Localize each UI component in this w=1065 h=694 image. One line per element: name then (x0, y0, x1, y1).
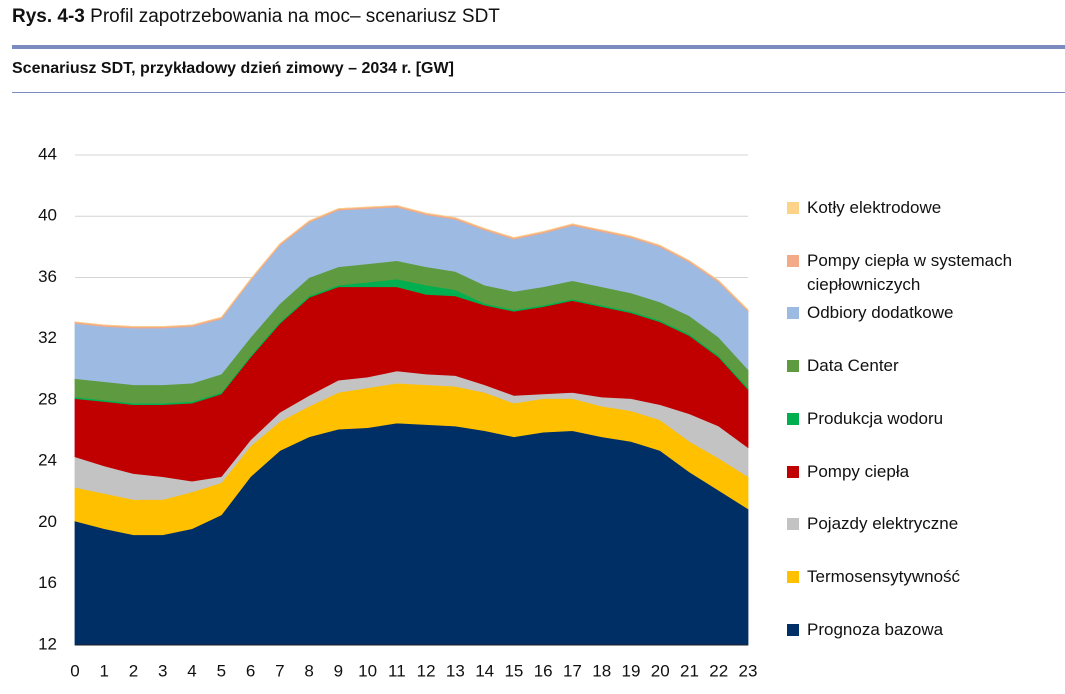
y-tick-label: 32 (38, 328, 57, 347)
rule (12, 92, 1065, 93)
legend-item: Produkcja wodoru (787, 407, 1037, 431)
legend-label: Termosensytywność (807, 566, 961, 586)
area (74, 205, 749, 327)
y-tick-label: 36 (38, 267, 57, 286)
x-tick-label: 9 (334, 661, 343, 680)
x-tick-label: 5 (217, 661, 226, 680)
x-tick-label: 3 (158, 661, 167, 680)
legend-item: Pompy ciepła (787, 460, 1037, 484)
legend-swatch (787, 518, 799, 531)
y-tick-label: 16 (38, 573, 57, 592)
legend-swatch (787, 254, 799, 267)
x-tick-label: 11 (388, 661, 406, 680)
legend-label: Kotły elektrodowe (807, 198, 942, 217)
x-tick-label: 4 (187, 661, 196, 680)
header: Rys. 4-3 Profil zapotrzebowania na moc– … (12, 6, 500, 28)
legend-label: Data Center (807, 356, 899, 376)
x-tick-label: 14 (475, 661, 494, 680)
legend-swatch (787, 412, 799, 425)
x-tick-label: 18 (592, 661, 611, 680)
x-tick-label: 22 (709, 661, 728, 680)
legend-swatch (787, 623, 799, 636)
x-tick-label: 7 (275, 661, 284, 680)
figure-label: Rys. 4-3 (12, 6, 85, 27)
x-tick-label: 0 (70, 661, 79, 680)
legend-item: Odbiory dodatkowe (787, 301, 1037, 325)
x-tick-label: 8 (304, 661, 313, 680)
figure-title: Profil zapotrzebowania na moc– scenarius… (90, 6, 500, 27)
y-tick-label: 12 (38, 634, 57, 653)
y-tick-label: 20 (38, 512, 57, 531)
legend-swatch (787, 202, 799, 214)
legend-swatch (787, 465, 799, 478)
legend-swatch (787, 360, 799, 373)
x-tick-label: 16 (534, 661, 553, 680)
legend-item: Termosensytywność (787, 565, 1037, 589)
rule (12, 45, 1065, 49)
legend-item: Data Center (787, 354, 1037, 378)
legend-item: Pojazdy elektryczne (787, 512, 1037, 536)
x-tick-label: 17 (563, 661, 582, 680)
y-tick-label: 28 (38, 389, 57, 408)
legend-swatch (787, 570, 799, 583)
x-tick-label: 19 (621, 661, 640, 680)
legend-item: Pompy ciepła w systemach ciepłowniczych (787, 249, 1037, 297)
legend-swatch (787, 307, 799, 320)
x-tick-label: 13 (446, 661, 465, 680)
y-tick-label: 40 (38, 206, 57, 225)
legend-label: Pompy ciepła (807, 461, 910, 481)
y-tick-label: 24 (38, 451, 57, 470)
y-tick-label: 44 (38, 144, 57, 163)
chart-title: Scenariusz SDT, przykładowy dzień zimowy… (12, 60, 454, 77)
x-tick-label: 6 (246, 661, 255, 680)
legend-label: Produkcja wodoru (807, 408, 944, 428)
legend-label: Pojazdy elektryczne (807, 514, 959, 534)
x-tick-label: 20 (651, 661, 670, 680)
x-tick-label: 2 (129, 661, 138, 680)
legend-item: Prognoza bazowa (787, 618, 1037, 642)
x-tick-label: 10 (358, 661, 377, 680)
x-tick-label: 12 (417, 661, 436, 680)
legend-label: Pompy ciepła w systemach ciepłowniczych (807, 250, 1013, 294)
legend-label: Odbiory dodatkowe (807, 303, 954, 323)
x-tick-label: 21 (680, 661, 699, 680)
legend-item: Kotły elektrodowe (787, 196, 1037, 220)
x-tick-label: 23 (739, 661, 758, 680)
x-tick-label: 1 (100, 661, 109, 680)
x-tick-label: 15 (504, 661, 523, 680)
legend-label: Prognoza bazowa (807, 619, 944, 639)
